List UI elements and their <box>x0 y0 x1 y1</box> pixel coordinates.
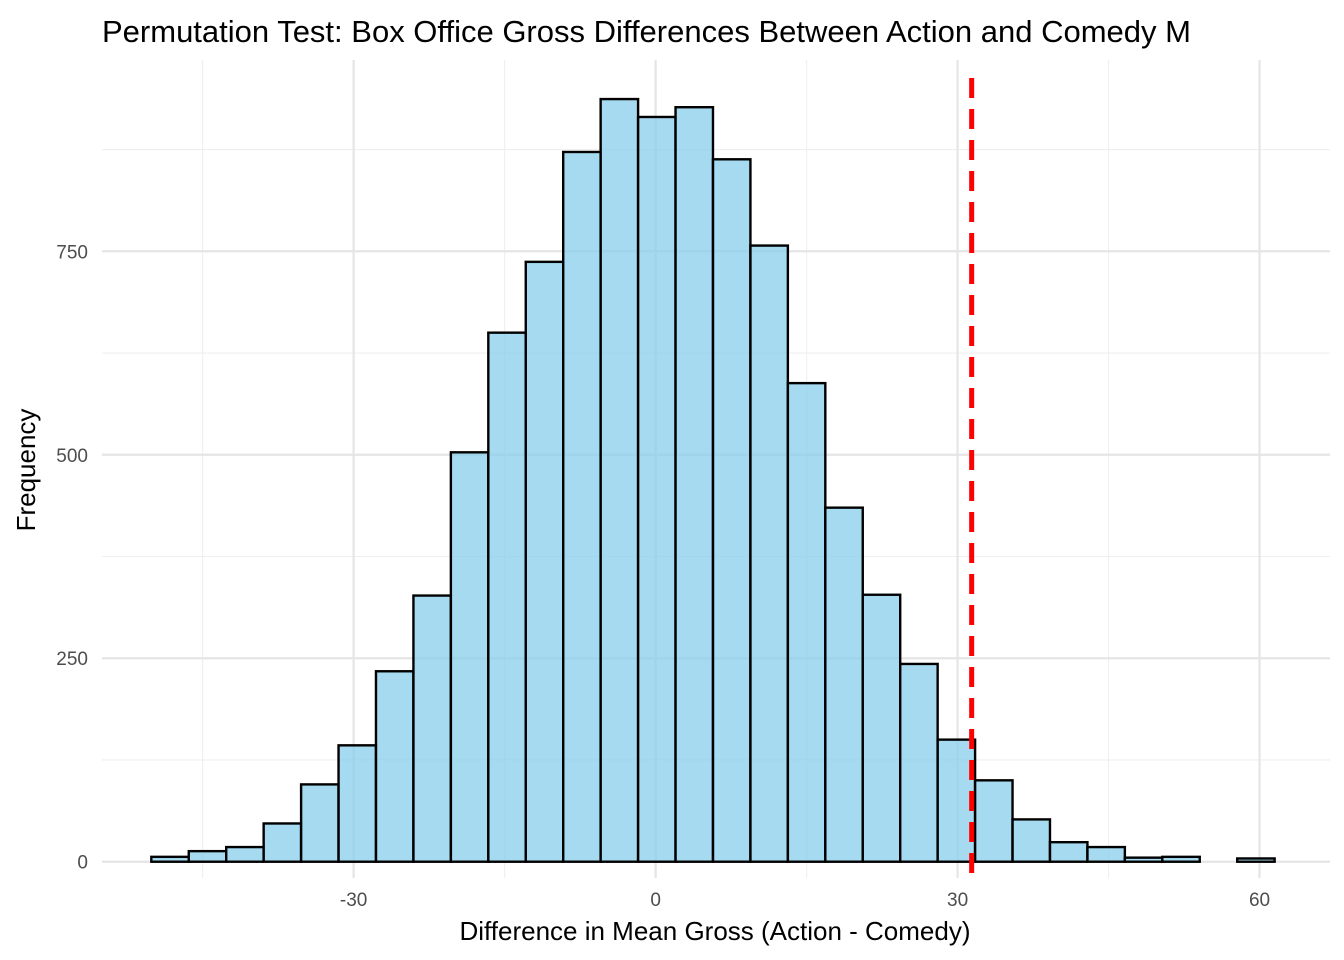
histogram-bar <box>337 744 378 863</box>
histogram-bar <box>1161 855 1201 863</box>
histogram-bar <box>150 855 190 863</box>
histogram-bar <box>1235 857 1276 863</box>
histogram-bar <box>1048 840 1089 863</box>
histogram-bar <box>899 662 939 863</box>
x-tick-label: -30 <box>340 890 367 911</box>
histogram-bar <box>1086 845 1127 863</box>
histogram-bar <box>374 670 415 863</box>
histogram-bar <box>824 506 864 863</box>
histogram-bar <box>786 381 827 863</box>
histogram-bar <box>524 260 565 863</box>
chart-title: Permutation Test: Box Office Gross Diffe… <box>102 14 1191 49</box>
histogram-bar <box>187 849 228 863</box>
x-axis-ticks: -30 0 30 60 <box>340 890 1270 911</box>
histogram-bars <box>150 97 1276 863</box>
histogram-bar <box>749 244 790 863</box>
histogram-bar <box>599 97 640 863</box>
histogram-bar <box>225 845 265 863</box>
histogram-bar <box>1123 856 1164 863</box>
histogram-bar <box>674 106 715 863</box>
y-tick-label: 250 <box>56 649 88 670</box>
histogram-bar <box>299 783 340 863</box>
histogram-bar <box>861 593 902 863</box>
y-tick-label: 500 <box>56 446 88 467</box>
y-axis-ticks: 0 250 500 750 <box>56 242 88 873</box>
histogram-bar <box>262 822 303 863</box>
histogram-bar <box>936 738 977 863</box>
y-axis-title: Frequency <box>11 409 41 532</box>
histogram-bar <box>973 779 1014 863</box>
x-tick-label: 0 <box>650 890 661 911</box>
y-tick-label: 750 <box>56 242 88 263</box>
histogram-bar <box>711 158 752 863</box>
x-axis-title: Difference in Mean Gross (Action - Comed… <box>459 916 970 946</box>
histogram-bar <box>636 115 677 863</box>
histogram-bar <box>412 594 453 863</box>
histogram-bar <box>487 331 527 863</box>
x-tick-label: 60 <box>1249 890 1270 911</box>
histogram-bar <box>1011 818 1052 863</box>
y-tick-label: 0 <box>77 853 88 874</box>
histogram-bar <box>562 150 602 863</box>
x-tick-label: 30 <box>947 890 968 911</box>
histogram-bar <box>449 451 490 863</box>
